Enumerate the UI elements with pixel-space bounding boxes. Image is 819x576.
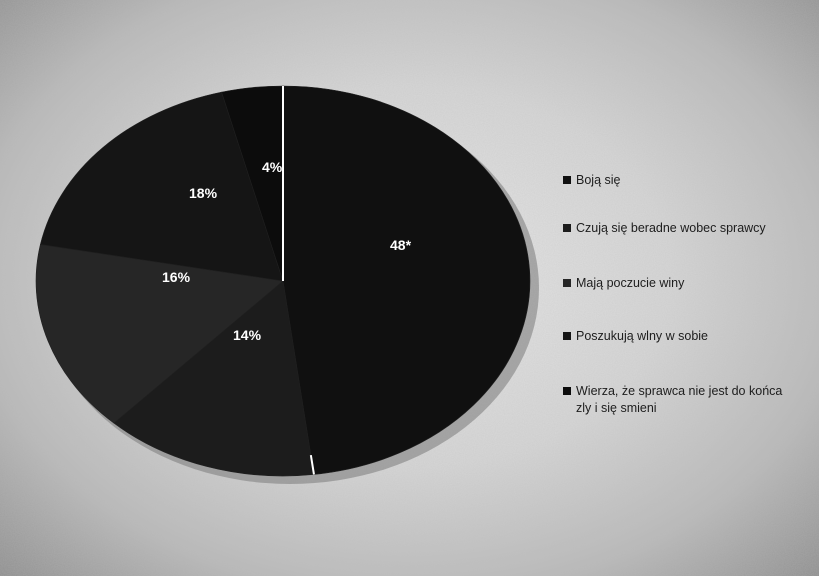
legend-marker bbox=[563, 279, 571, 287]
slice-label-poszukuja-wlny-w-sobie: 18% bbox=[189, 185, 218, 201]
pie-dividers bbox=[282, 86, 315, 475]
slice-label-maja-poczucie-winy: 16% bbox=[162, 269, 191, 285]
legend-marker bbox=[563, 176, 571, 184]
legend-marker bbox=[563, 224, 571, 232]
pie-slice-maja-poczucie-winy bbox=[35, 244, 284, 424]
legend-label: Poszukują wlny w sobie bbox=[576, 329, 709, 343]
legend-item-poszukuja-winy: Poszukują wlny w sobie bbox=[563, 328, 708, 345]
legend-marker bbox=[563, 332, 571, 340]
pie-slice-boja-sie bbox=[282, 85, 531, 475]
legend-item-maja-poczucie-winy: Mają poczucie winy bbox=[563, 275, 684, 292]
legend-label: Wierza, że sprawca nie jest do końca zly… bbox=[576, 384, 783, 415]
legend-item-boja-sie: Boją się bbox=[563, 172, 620, 189]
pie-slices bbox=[35, 85, 531, 477]
legend-label: Boją się bbox=[576, 173, 621, 187]
pie-divider-bottom bbox=[309, 454, 315, 475]
pie-slice-labels: 48* 14% 16% 18% 4% bbox=[162, 159, 412, 343]
slice-label-czuja-sie-beradne-wobec-sprawcy: 14% bbox=[233, 327, 262, 343]
pie-slice-czuja-sie-beradne-wobec-sprawcy bbox=[113, 280, 315, 477]
slice-label-boja-sie: 48* bbox=[390, 237, 412, 253]
legend-item-czuja-sie-beradne: Czują się beradne wobec sprawcy bbox=[563, 220, 766, 237]
legend-label: Czują się beradne wobec sprawcy bbox=[576, 221, 766, 235]
pie-slice-poszukuja-wlny-w-sobie bbox=[40, 91, 284, 282]
legend-label: Mają poczucie winy bbox=[576, 276, 685, 290]
legend-marker bbox=[563, 387, 571, 395]
legend-item-wierza-sprawca: Wierza, że sprawca nie jest do końca zly… bbox=[563, 383, 794, 417]
slice-label-wierza-ze-sprawca-nie-jest-do-konca-zly-: 4% bbox=[262, 159, 283, 175]
